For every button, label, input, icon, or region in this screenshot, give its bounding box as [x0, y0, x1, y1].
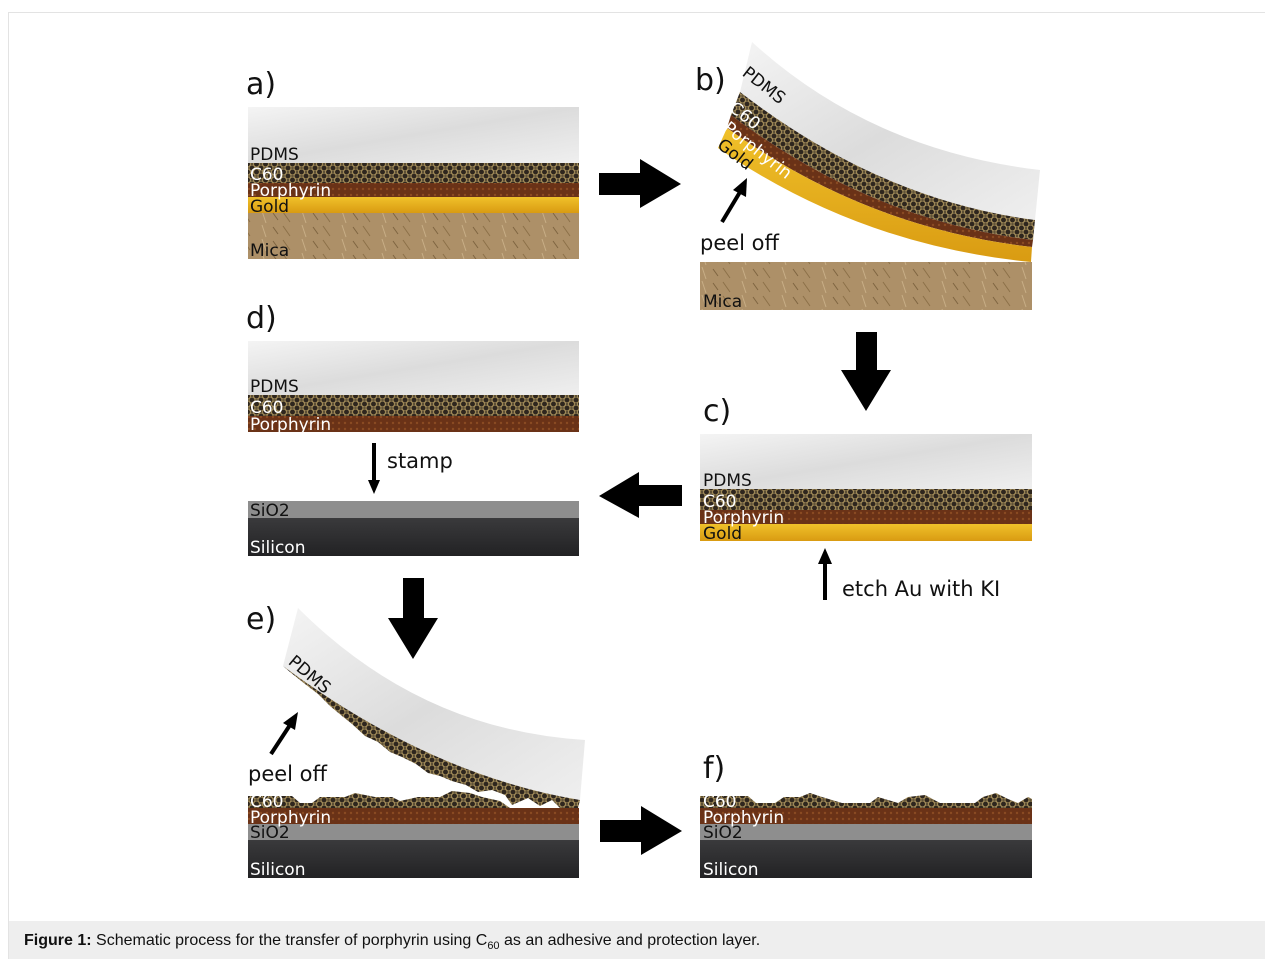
silicon-label: Silicon [703, 860, 758, 880]
caption-text-before: Schematic process for the transfer of po… [96, 932, 488, 949]
pdms-label: PDMS [250, 145, 299, 165]
left-arrow-icon [599, 472, 682, 518]
gold-layer [248, 197, 579, 213]
sio2-layer [248, 824, 579, 840]
c60-label: C60 [703, 792, 737, 812]
c60-label: C60 [250, 792, 284, 812]
stamp-note: stamp [387, 449, 453, 473]
c60-label: C60 [703, 492, 737, 512]
silicon-label: Silicon [250, 538, 305, 558]
silicon-label: Silicon [250, 860, 305, 880]
c60-residue [700, 793, 1032, 808]
porphyrin-layer [248, 416, 579, 432]
silicon-layer [248, 840, 579, 878]
pdms-label: PDMS [703, 471, 752, 491]
etch-arrowhead-icon [818, 548, 832, 564]
panel-f-label: f) [703, 751, 725, 786]
peel-off-note: peel off [700, 231, 780, 255]
figure-frame [8, 12, 1265, 959]
panel-c-label: c) [703, 394, 731, 429]
porphyrin-label: Porphyrin [250, 808, 331, 828]
pdms-layer [283, 608, 585, 800]
c60-layer [700, 489, 1032, 510]
peel-arrowhead-icon [283, 712, 298, 730]
panel-c: c) PDMS C60 Porphyrin Gold etch Au with … [700, 394, 1032, 601]
porphyrin-layer [248, 183, 579, 197]
c60-layer [248, 395, 579, 416]
silicon-layer [248, 518, 579, 556]
stamp-arrowhead-icon [368, 480, 380, 494]
porphyrin-label: Porphyrin [250, 415, 331, 435]
peel-arrowhead-icon [733, 178, 747, 197]
caption-subscript: 60 [487, 940, 500, 953]
pdms-layer [740, 42, 1040, 220]
gold-layer [718, 128, 1032, 262]
pdms-layer [248, 107, 579, 163]
down-arrow-icon [841, 332, 891, 411]
sio2-label: SiO2 [250, 823, 290, 843]
c60-layer [731, 92, 1035, 240]
mica-label: Mica [703, 292, 742, 312]
sio2-layer [700, 824, 1032, 840]
peel-off-note: peel off [248, 762, 328, 786]
caption-text-after: as an adhesive and protection layer. [504, 932, 761, 949]
mica-label: Mica [250, 241, 289, 261]
sio2-label: SiO2 [703, 823, 743, 843]
porphyrin-layer [700, 510, 1032, 524]
porphyrin-label: Porphyrin [703, 808, 784, 828]
panel-b: b) PDMS C60 Porphyrin Gold Mica peel off [695, 42, 1040, 312]
right-arrow-icon [599, 159, 681, 208]
caption-label: Figure 1: [24, 932, 92, 949]
mica-layer [700, 262, 1032, 310]
c60-label: C60 [250, 165, 284, 185]
mica-layer [248, 213, 579, 259]
pdms-layer [700, 434, 1032, 489]
sio2-layer [248, 501, 579, 518]
porphyrin-layer [248, 808, 579, 824]
gold-label: Gold [703, 524, 742, 544]
pdms-label: PDMS [250, 377, 299, 397]
peel-arrow-icon [720, 190, 742, 224]
pdms-layer [248, 341, 579, 395]
c60-layer [248, 163, 579, 183]
panel-f: f) C60 Porphyrin SiO2 Silicon [700, 751, 1032, 880]
panel-a-label: a) [246, 67, 276, 102]
etch-note: etch Au with KI [842, 577, 1000, 601]
panel-e-label: e) [246, 602, 276, 637]
panel-d-label: d) [246, 301, 277, 336]
porphyrin-layer [700, 808, 1032, 824]
panel-b-label: b) [695, 63, 726, 98]
porphyrin-label: Porphyrin [250, 181, 331, 201]
c60-residue [248, 791, 510, 808]
panel-e: e) PDMS peel off C60 Porphyrin SiO2 Sili… [246, 602, 585, 880]
down-arrow-icon [388, 578, 438, 659]
peel-arrow-icon [269, 723, 292, 756]
sio2-label: SiO2 [250, 501, 290, 521]
figure-caption: Figure 1: Schematic process for the tran… [9, 921, 1265, 959]
right-arrow-icon [600, 806, 682, 855]
panel-a: a) PDMS C60 Porphyrin Gold Mica [246, 67, 579, 261]
panel-d: d) PDMS C60 Porphyrin stamp SiO2 Silicon [246, 301, 579, 558]
c60-label: C60 [250, 398, 284, 418]
process-schematic: a) PDMS C60 Porphyrin Gold Mica b) PDMS … [246, 42, 1040, 880]
gold-label: Gold [250, 197, 289, 217]
porphyrin-label: Porphyrin [703, 508, 784, 528]
gold-layer [700, 524, 1032, 541]
silicon-layer [700, 840, 1032, 878]
